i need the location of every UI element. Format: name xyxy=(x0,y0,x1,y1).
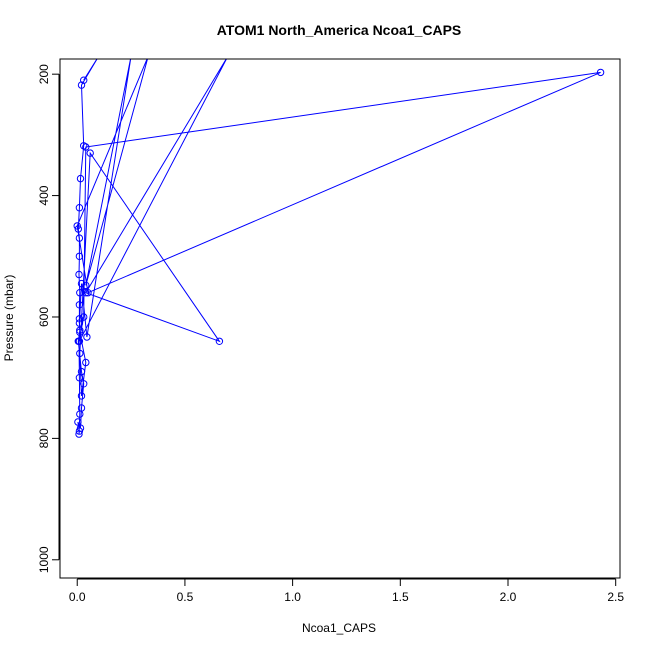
y-tick-label: 400 xyxy=(37,185,51,205)
data-point xyxy=(215,337,224,345)
chart-title: ATOM1 North_America Ncoa1_CAPS xyxy=(217,22,462,38)
data-point xyxy=(86,149,94,157)
y-tick-label: 800 xyxy=(37,428,51,448)
data-point xyxy=(76,349,84,358)
x-tick-label: 0.5 xyxy=(177,590,194,604)
data-point xyxy=(74,225,83,233)
data-point xyxy=(75,270,83,279)
data-point xyxy=(75,337,84,345)
data-point xyxy=(84,289,92,297)
data-point xyxy=(77,392,86,400)
data-point xyxy=(80,76,88,84)
x-tick-label: 2.5 xyxy=(607,590,624,604)
plot-frame xyxy=(59,58,621,579)
data-point xyxy=(75,319,84,327)
y-tick-label: 200 xyxy=(37,64,51,84)
data-point xyxy=(75,252,84,260)
x-tick-label: 0.0 xyxy=(69,590,86,604)
data-point xyxy=(76,326,84,334)
data-point xyxy=(596,68,605,77)
y-axis: 200 400 600 800 1000 xyxy=(37,64,60,573)
data-point xyxy=(75,234,84,242)
data-point xyxy=(75,315,84,323)
series-line xyxy=(76,59,601,435)
data-point xyxy=(75,204,84,212)
y-axis-label: Pressure (mbar) xyxy=(2,275,16,362)
data-point xyxy=(76,174,85,183)
data-point xyxy=(73,222,81,230)
x-tick-label: 1.0 xyxy=(284,590,301,604)
data-point xyxy=(82,358,90,367)
x-axis-label: Ncoa1_CAPS xyxy=(302,621,376,635)
x-tick-label: 1.5 xyxy=(392,590,409,604)
data-point xyxy=(76,410,84,418)
x-axis: 0.0 0.5 1.0 1.5 2.0 2.5 xyxy=(69,578,624,604)
data-point xyxy=(75,301,84,309)
data-point xyxy=(77,81,86,89)
data-point xyxy=(76,328,84,336)
x-tick-label: 2.0 xyxy=(500,590,517,604)
data-point xyxy=(82,289,90,297)
data-point xyxy=(80,313,88,321)
data-point xyxy=(82,281,90,290)
data-point xyxy=(80,380,88,388)
series-layer xyxy=(73,59,605,438)
data-point xyxy=(77,279,86,288)
data-point xyxy=(75,374,84,382)
y-tick-label: 600 xyxy=(37,307,51,327)
data-point xyxy=(83,333,91,341)
y-tick-label: 1000 xyxy=(37,546,51,573)
data-point xyxy=(82,143,90,151)
data-point xyxy=(75,430,83,438)
data-point xyxy=(75,427,84,435)
data-point xyxy=(74,418,82,426)
